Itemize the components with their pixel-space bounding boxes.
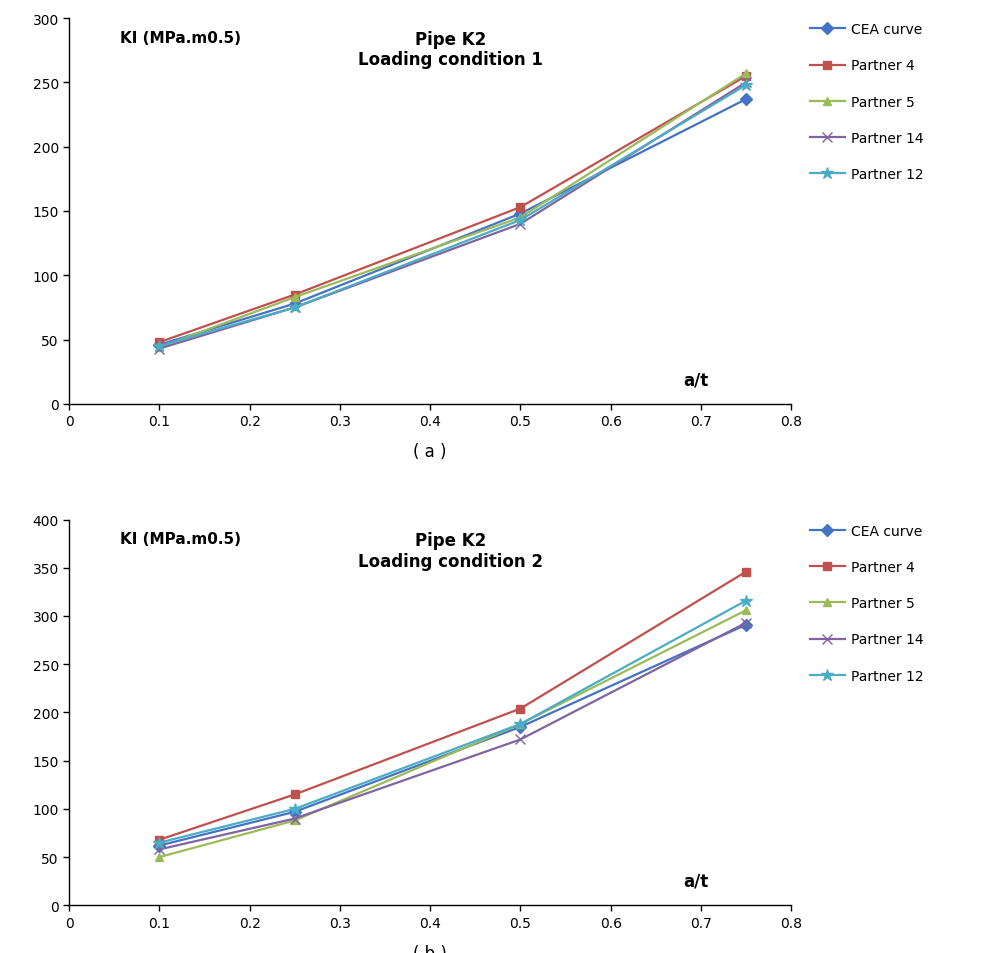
Partner 5 <box>514 719 526 730</box>
Partner 14 <box>289 813 301 824</box>
Line: Partner 4: Partner 4 <box>155 568 751 844</box>
CEA curve <box>153 840 165 851</box>
CEA curve <box>740 94 752 106</box>
Partner 4 <box>153 337 165 349</box>
CEA curve <box>514 209 526 220</box>
Line: CEA curve: CEA curve <box>155 96 751 350</box>
Partner 4 <box>289 789 301 801</box>
Partner 5 <box>740 69 752 80</box>
Partner 4 <box>514 202 526 213</box>
Text: KI (MPa.m0.5): KI (MPa.m0.5) <box>120 532 240 547</box>
Line: Partner 4: Partner 4 <box>155 72 751 347</box>
Line: Partner 14: Partner 14 <box>154 618 751 854</box>
Partner 14 <box>740 618 752 629</box>
Text: ( a ): ( a ) <box>413 443 447 461</box>
Text: a/t: a/t <box>682 872 708 890</box>
Partner 5 <box>153 851 165 862</box>
Partner 14 <box>289 302 301 314</box>
Partner 5 <box>289 815 301 826</box>
Partner 5 <box>740 605 752 617</box>
Partner 14 <box>514 734 526 745</box>
Partner 12 <box>514 719 526 730</box>
CEA curve <box>289 806 301 818</box>
Line: Partner 12: Partner 12 <box>153 595 753 849</box>
Partner 4 <box>740 71 752 83</box>
Partner 4 <box>514 703 526 715</box>
Line: Partner 5: Partner 5 <box>155 606 751 862</box>
Partner 5 <box>289 292 301 303</box>
Partner 14 <box>153 343 165 355</box>
Text: ( b ): ( b ) <box>413 943 447 953</box>
Partner 4 <box>289 290 301 301</box>
CEA curve <box>740 619 752 631</box>
Text: Pipe K2
Loading condition 1: Pipe K2 Loading condition 1 <box>358 30 543 70</box>
Partner 12 <box>740 596 752 607</box>
Line: Partner 14: Partner 14 <box>154 78 751 354</box>
Text: KI (MPa.m0.5): KI (MPa.m0.5) <box>120 30 240 46</box>
CEA curve <box>153 339 165 351</box>
Partner 5 <box>153 342 165 354</box>
Partner 14 <box>740 77 752 89</box>
Line: Partner 12: Partner 12 <box>153 80 753 353</box>
Line: Partner 5: Partner 5 <box>155 71 751 352</box>
Partner 12 <box>514 215 526 227</box>
Partner 12 <box>153 837 165 848</box>
Partner 14 <box>514 219 526 231</box>
Partner 12 <box>153 341 165 353</box>
Partner 14 <box>153 843 165 855</box>
Partner 4 <box>153 834 165 845</box>
Partner 12 <box>289 803 301 815</box>
Text: Pipe K2
Loading condition 2: Pipe K2 Loading condition 2 <box>358 532 543 570</box>
Partner 12 <box>740 80 752 91</box>
Line: CEA curve: CEA curve <box>155 620 751 850</box>
Legend: CEA curve, Partner 4, Partner 5, Partner 14, Partner 12: CEA curve, Partner 4, Partner 5, Partner… <box>806 19 929 186</box>
Partner 5 <box>514 213 526 224</box>
CEA curve <box>289 298 301 310</box>
Legend: CEA curve, Partner 4, Partner 5, Partner 14, Partner 12: CEA curve, Partner 4, Partner 5, Partner… <box>806 520 929 687</box>
Partner 12 <box>289 302 301 314</box>
Text: a/t: a/t <box>682 371 708 389</box>
Partner 4 <box>740 566 752 578</box>
CEA curve <box>514 721 526 733</box>
